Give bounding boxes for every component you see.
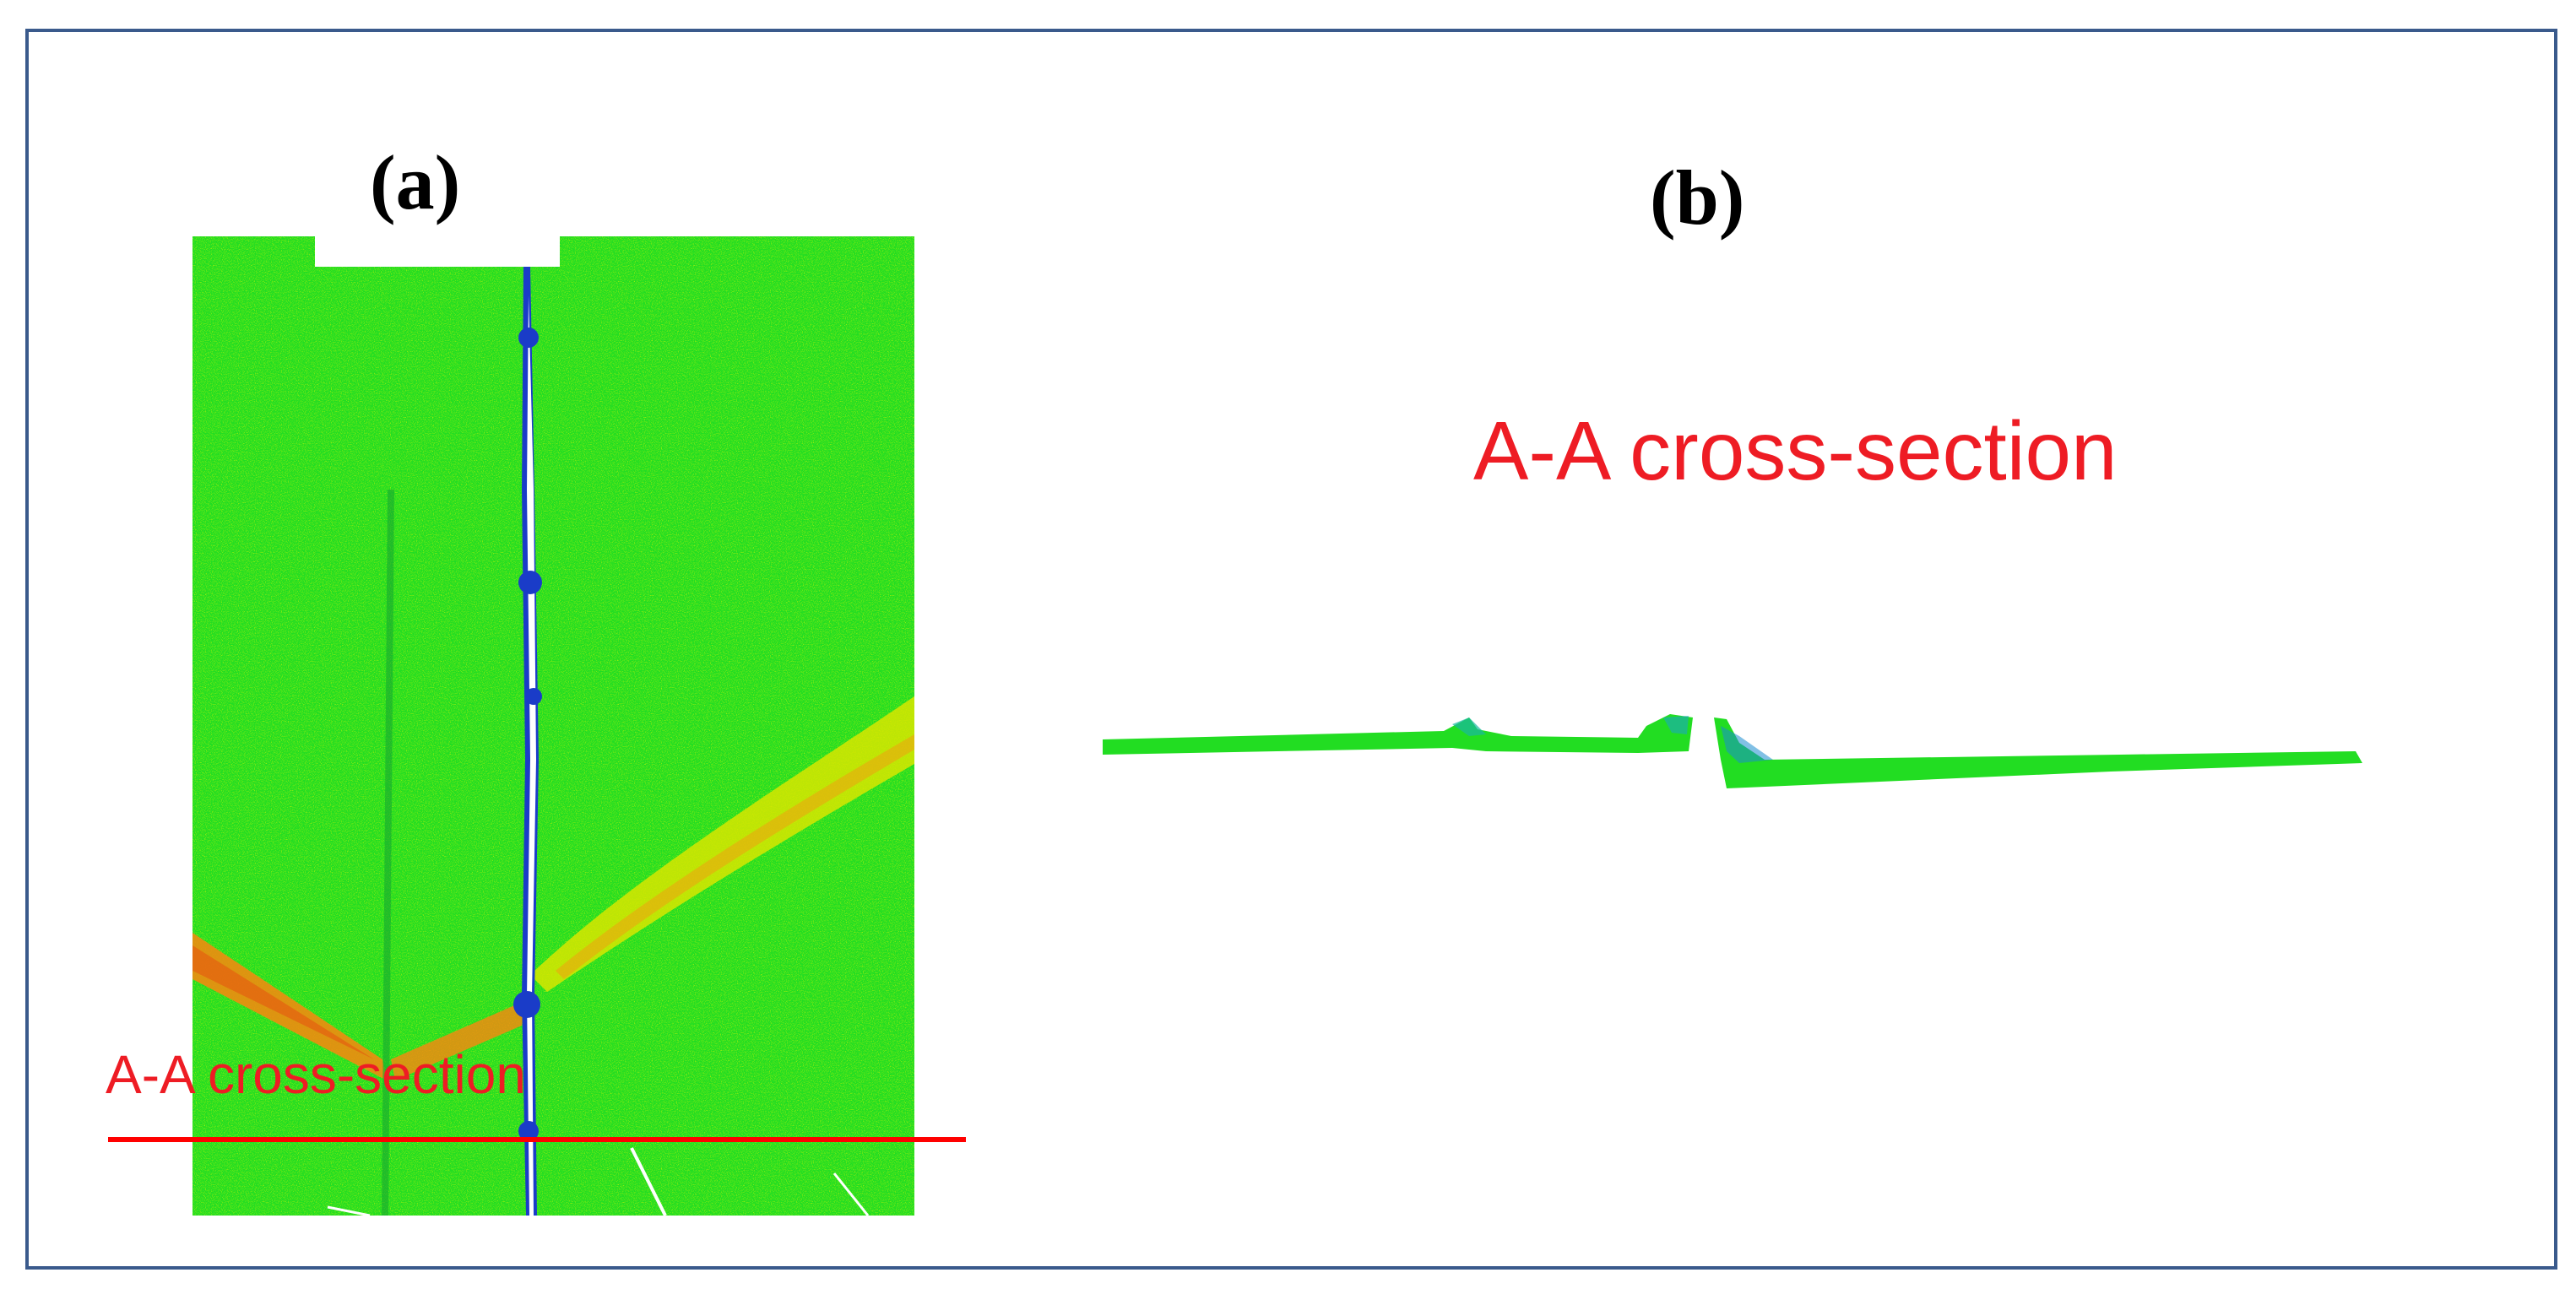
panel-a-section-label: A-A cross-section <box>106 1044 526 1105</box>
scan-image-a <box>193 236 914 1216</box>
panel-b-label: (b) <box>1650 154 1745 241</box>
cross-section-line <box>108 1137 966 1142</box>
panel-a-label: (a) <box>370 139 461 225</box>
panel-b-title: A-A cross-section <box>1473 404 2118 497</box>
figure-frame <box>25 29 2557 1270</box>
cross-section-profile-b <box>1103 714 2362 788</box>
